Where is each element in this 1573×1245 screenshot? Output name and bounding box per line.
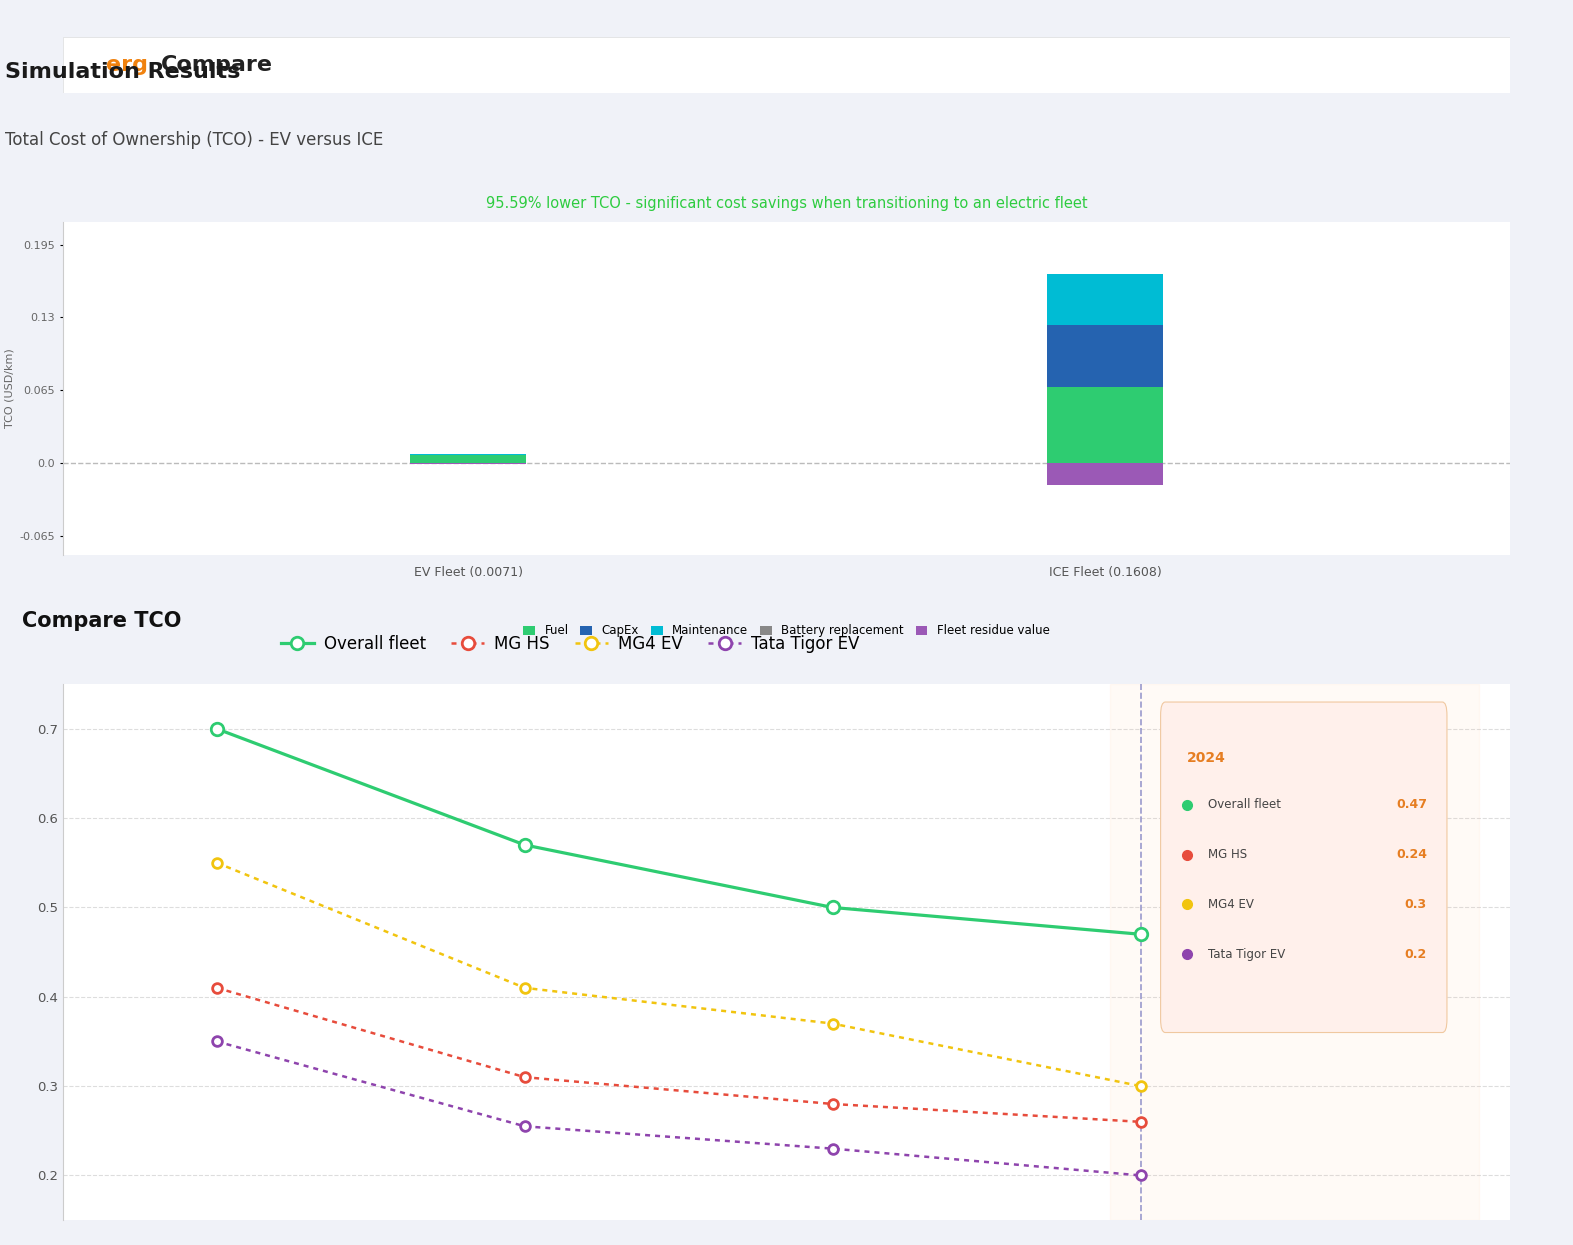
FancyBboxPatch shape <box>63 37 1510 93</box>
Title: 95.59% lower TCO - significant cost savings when transitioning to an electric fl: 95.59% lower TCO - significant cost savi… <box>486 197 1087 212</box>
Text: erg: erg <box>107 55 148 75</box>
Bar <box>411 456 525 463</box>
FancyBboxPatch shape <box>1161 702 1447 1032</box>
Bar <box>1048 387 1162 463</box>
Text: 0.24: 0.24 <box>1395 848 1427 862</box>
Legend: Fuel, CapEx, Maintenance, Battery replacement, Fleet residue value: Fuel, CapEx, Maintenance, Battery replac… <box>519 620 1054 642</box>
Text: Simulation Results: Simulation Results <box>5 62 241 82</box>
Bar <box>1048 274 1162 325</box>
Y-axis label: TCO (USD/km): TCO (USD/km) <box>5 349 14 428</box>
Text: Tata Tigor EV: Tata Tigor EV <box>1208 947 1285 961</box>
Text: 2024: 2024 <box>1186 751 1225 766</box>
Text: Compare TCO: Compare TCO <box>22 610 182 630</box>
Text: 0.2: 0.2 <box>1405 947 1427 961</box>
Text: Overall fleet: Overall fleet <box>1208 798 1282 812</box>
Text: 0.47: 0.47 <box>1395 798 1427 812</box>
Text: 0.3: 0.3 <box>1405 898 1427 911</box>
Bar <box>1048 325 1162 387</box>
Bar <box>1111 685 1479 1220</box>
Text: MG4 EV: MG4 EV <box>1208 898 1254 911</box>
Bar <box>1048 463 1162 486</box>
Text: Total Cost of Ownership (TCO) - EV versus ICE: Total Cost of Ownership (TCO) - EV versu… <box>5 131 384 149</box>
Text: MG HS: MG HS <box>1208 848 1247 862</box>
Text: Compare: Compare <box>162 55 274 75</box>
Legend: Overall fleet, MG HS, MG4 EV, Tata Tigor EV: Overall fleet, MG HS, MG4 EV, Tata Tigor… <box>274 629 867 660</box>
